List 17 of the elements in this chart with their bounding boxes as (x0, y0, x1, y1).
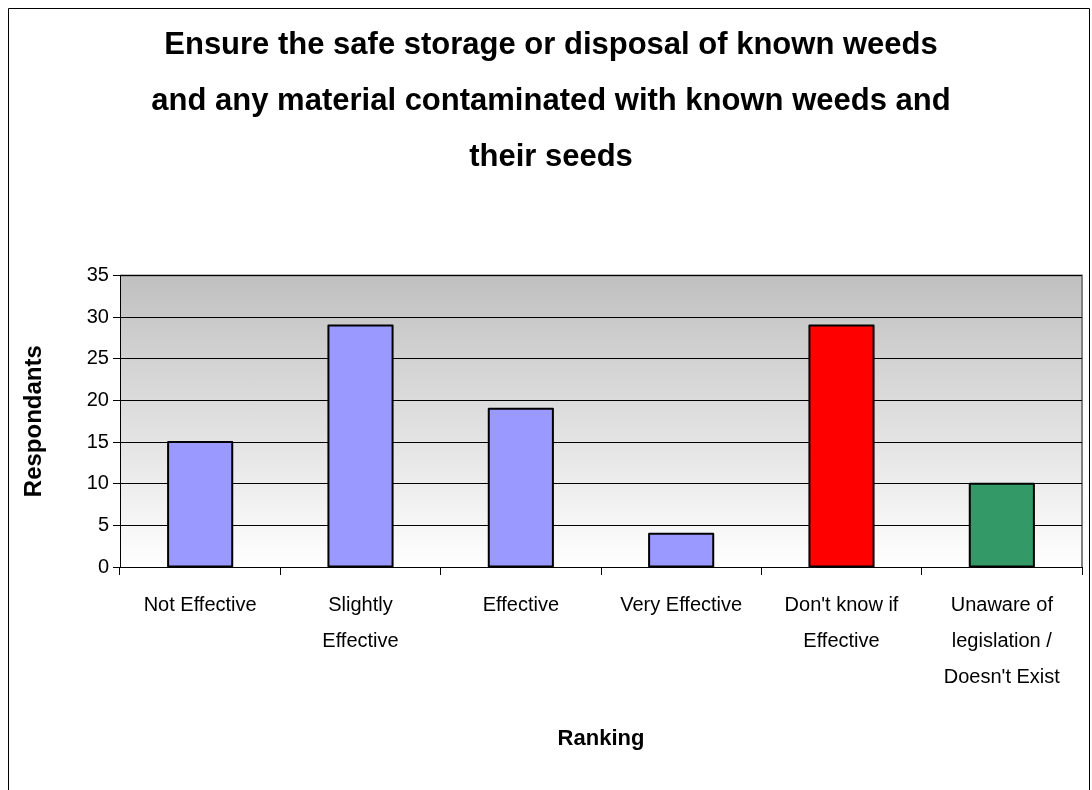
y-tick-label: 15 (86, 429, 109, 452)
y-tick-label: 30 (86, 304, 109, 327)
y-tick-label: 10 (86, 471, 109, 494)
y-tick-label: 25 (86, 346, 109, 369)
y-axis-title: Respondants (19, 345, 47, 498)
x-tick-label: Very Effective (620, 592, 743, 615)
y-tick-label: 0 (97, 554, 109, 577)
x-tick-label: Not Effective (143, 592, 257, 615)
x-tick-label: Don't know if Effective (784, 592, 899, 651)
x-axis-title: Ranking (557, 724, 645, 750)
x-tick-label: Slightly Effective (322, 592, 399, 651)
x-tick-label: Unaware of legislation / Doesn't Exist (943, 592, 1061, 687)
y-tick-label: 20 (86, 387, 109, 410)
chart-title: Ensure the safe storage or disposal of known weeds and any material contaminated with known weeds and their seeds (151, 26, 951, 174)
y-tick-label: 35 (86, 262, 109, 285)
y-tick-label: 5 (97, 512, 109, 535)
x-tick-label: Effective (482, 592, 560, 615)
